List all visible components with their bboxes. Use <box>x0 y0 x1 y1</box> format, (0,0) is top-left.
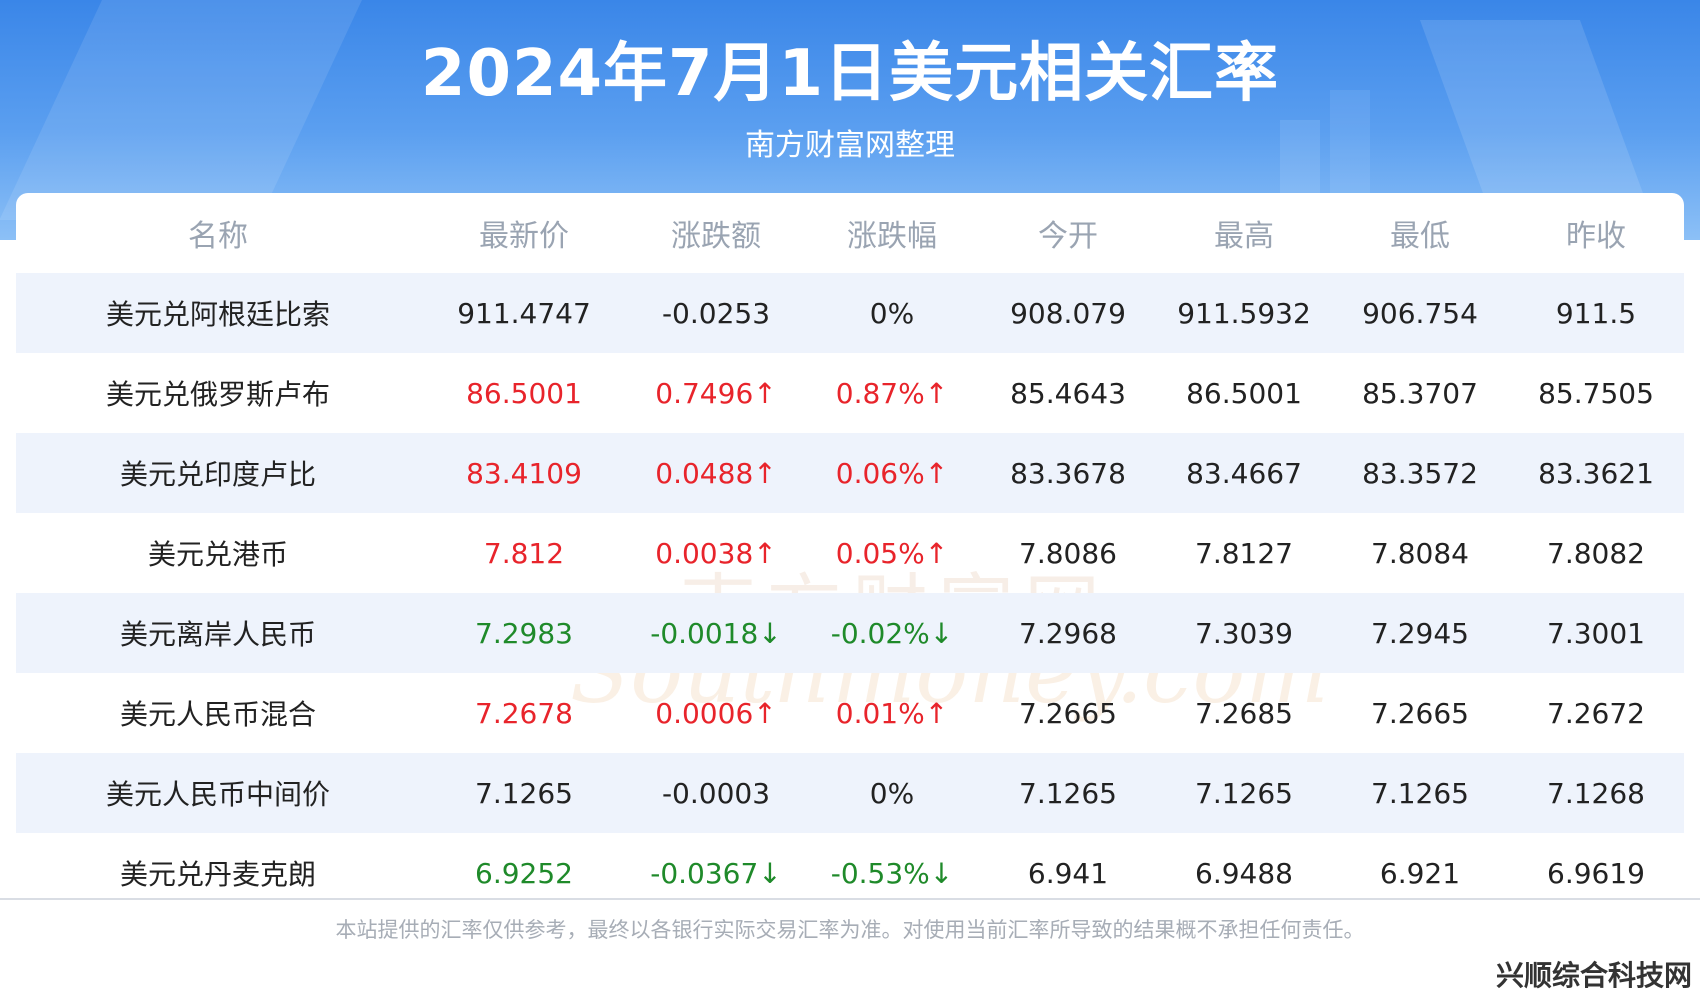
table-row: 美元离岸人民币 7.2983 -0.0018↓ -0.02%↓ 7.2968 7.3039… <box>16 593 1684 673</box>
prev-close-cell: 7.2672 <box>1547 696 1645 730</box>
table-row: 美元人民币混合 7.2678 0.0006↑ 0.01%↑ 7.2665 7.2685 7.… <box>16 673 1684 753</box>
open-cell: 6.941 <box>1027 856 1109 890</box>
corner-watermark: 兴顺综合科技网 <box>1495 959 1692 992</box>
prev-close-cell: 7.8082 <box>1547 536 1645 570</box>
open-cell: 7.8086 <box>1019 536 1117 570</box>
high-cell: 7.8127 <box>1195 536 1293 570</box>
change-amount-cell: 0.7496↑ <box>655 376 777 410</box>
low-cell: 7.8084 <box>1371 536 1469 570</box>
latest-price-cell: 911.4747 <box>420 273 628 353</box>
pair-name-cell: 美元兑俄罗斯卢布 <box>105 378 330 411</box>
latest-price-cell: 7.2983 <box>420 593 628 673</box>
table-row: 美元兑港币 7.812 0.0038↑ 0.05%↑ 7.8086 7.8127 7.808… <box>16 513 1684 593</box>
high-cell: 7.1265 <box>1156 753 1332 833</box>
pair-name-cell: 美元兑港币 <box>147 538 288 571</box>
change-amount-cell: -0.0003 <box>628 753 804 833</box>
low-cell: 906.754 <box>1332 273 1508 353</box>
column-header: 最低 <box>1390 219 1450 254</box>
open-cell: 7.1265 <box>980 753 1156 833</box>
table-row: 美元兑阿根廷比索 911.4747 -0.0253 0% 908.079 911.5932… <box>16 273 1684 353</box>
column-header: 最高 <box>1214 219 1274 254</box>
latest-price-cell: 6.9252 <box>475 856 573 890</box>
change-amount-cell: 0.0488↑ <box>628 433 804 513</box>
low-cell: 7.1265 <box>1332 753 1508 833</box>
latest-price-cell: 86.5001 <box>466 376 582 410</box>
divider <box>0 898 1700 900</box>
disclaimer-text: 本站提供的汇率仅供参考，最终以各银行实际交易汇率为准。对使用当前汇率所导致的结果… <box>335 918 1365 942</box>
open-cell: 85.4643 <box>1010 376 1126 410</box>
prev-close-cell: 7.1268 <box>1508 753 1684 833</box>
page-subtitle: 南方财富网整理 <box>745 128 955 163</box>
table-row: 美元兑印度卢比 83.4109 0.0488↑ 0.06%↑ 83.3678 83.466… <box>16 433 1684 513</box>
change-amount-cell: 0.0038↑ <box>655 536 777 570</box>
latest-price-cell: 7.812 <box>483 536 565 570</box>
change-amount-cell: 0.0006↑ <box>655 696 777 730</box>
low-cell: 7.2665 <box>1371 696 1469 730</box>
pair-name-cell: 美元兑阿根廷比索 <box>16 273 420 353</box>
low-cell: 85.3707 <box>1362 376 1478 410</box>
exchange-rate-table: 名称 最新价 涨跌额 涨跌幅 今开 最高 最低 昨收 美元兑阿根廷比索 911.4747 -0.0… <box>16 193 1684 913</box>
change-amount-cell: -0.0253 <box>628 273 804 353</box>
open-cell: 7.2665 <box>1019 696 1117 730</box>
change-percent-cell: 0% <box>804 273 980 353</box>
prev-close-cell: 7.3001 <box>1508 593 1684 673</box>
column-header: 昨收 <box>1566 219 1626 254</box>
change-percent-cell: 0.87%↑ <box>835 376 949 410</box>
high-cell: 7.2685 <box>1195 696 1293 730</box>
latest-price-cell: 7.1265 <box>420 753 628 833</box>
low-cell: 6.921 <box>1379 856 1461 890</box>
low-cell: 83.3572 <box>1332 433 1508 513</box>
table-row: 美元兑俄罗斯卢布 86.5001 0.7496↑ 0.87%↑ 85.4643 86.50… <box>16 353 1684 433</box>
change-amount-cell: -0.0018↓ <box>628 593 804 673</box>
pair-name-cell: 美元人民币混合 <box>119 698 316 731</box>
change-percent-cell: 0.06%↑ <box>804 433 980 513</box>
pair-name-cell: 美元人民币中间价 <box>16 753 420 833</box>
prev-close-cell: 83.3621 <box>1508 433 1684 513</box>
change-percent-cell: -0.53%↓ <box>830 856 954 890</box>
pair-name-cell: 美元兑丹麦克朗 <box>119 858 316 891</box>
change-amount-cell: -0.0367↓ <box>650 856 782 890</box>
open-cell: 7.2968 <box>980 593 1156 673</box>
prev-close-cell: 85.7505 <box>1538 376 1654 410</box>
high-cell: 6.9488 <box>1195 856 1293 890</box>
latest-price-cell: 83.4109 <box>420 433 628 513</box>
change-percent-cell: 0% <box>804 753 980 833</box>
table-row: 美元人民币中间价 7.1265 -0.0003 0% 7.1265 7.1265 7.126… <box>16 753 1684 833</box>
column-header: 名称 <box>188 219 248 254</box>
change-percent-cell: 0.05%↑ <box>835 536 949 570</box>
page-title: 2024年7月1日美元相关汇率 <box>420 37 1280 111</box>
column-header: 涨跌额 <box>671 219 761 254</box>
high-cell: 911.5932 <box>1156 273 1332 353</box>
column-header: 涨跌幅 <box>847 219 937 254</box>
change-percent-cell: 0.01%↑ <box>835 696 949 730</box>
high-cell: 83.4667 <box>1156 433 1332 513</box>
high-cell: 7.3039 <box>1156 593 1332 673</box>
table-row: 美元兑丹麦克朗 6.9252 -0.0367↓ -0.53%↓ 6.941 6.9488 6… <box>16 833 1684 913</box>
change-percent-cell: -0.02%↓ <box>804 593 980 673</box>
low-cell: 7.2945 <box>1332 593 1508 673</box>
table-header-row: 名称 最新价 涨跌额 涨跌幅 今开 最高 最低 昨收 <box>16 193 1684 273</box>
pair-name-cell: 美元兑印度卢比 <box>16 433 420 513</box>
latest-price-cell: 7.2678 <box>475 696 573 730</box>
prev-close-cell: 911.5 <box>1508 273 1684 353</box>
table-body: 美元兑阿根廷比索 911.4747 -0.0253 0% 908.079 911.5932… <box>16 273 1684 913</box>
column-header: 今开 <box>1038 219 1098 254</box>
pair-name-cell: 美元离岸人民币 <box>16 593 420 673</box>
open-cell: 908.079 <box>980 273 1156 353</box>
open-cell: 83.3678 <box>980 433 1156 513</box>
high-cell: 86.5001 <box>1186 376 1302 410</box>
column-header: 最新价 <box>479 219 569 254</box>
prev-close-cell: 6.9619 <box>1547 856 1645 890</box>
